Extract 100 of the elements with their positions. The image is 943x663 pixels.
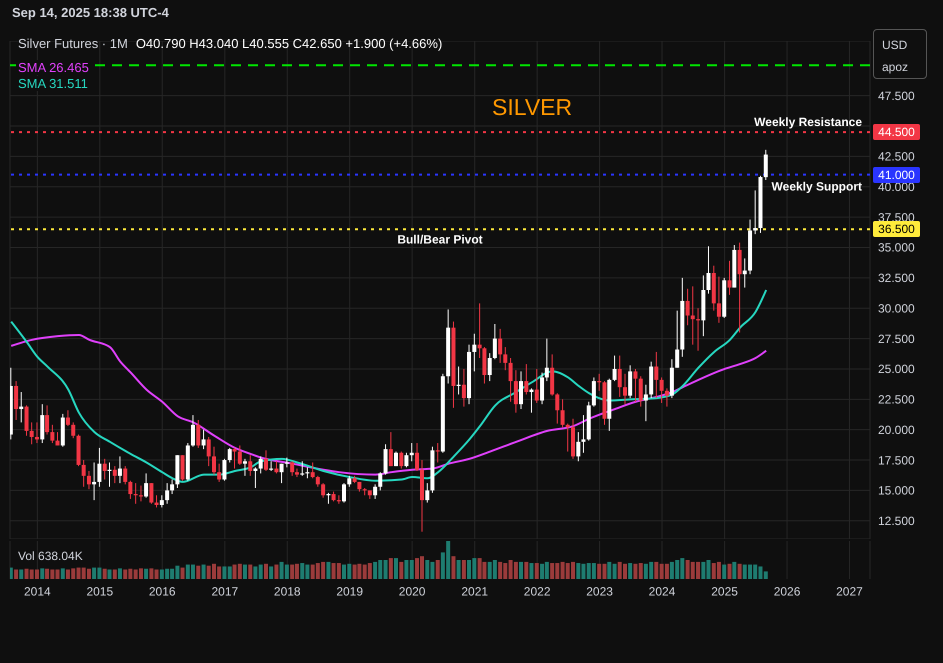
candlestick [716, 276, 721, 324]
annotation: SILVER [492, 94, 572, 121]
bar [202, 564, 206, 579]
candlestick [686, 288, 690, 326]
bar [394, 558, 398, 579]
bar [456, 560, 461, 579]
bar [118, 568, 122, 579]
candlestick [55, 432, 60, 446]
y-tick-label: 17.500 [878, 453, 916, 468]
line-series [10, 289, 768, 483]
candlestick [503, 346, 508, 371]
candlestick [498, 328, 502, 364]
bar [529, 563, 534, 579]
candlestick [696, 308, 700, 352]
bar [534, 563, 539, 579]
candlestick [238, 444, 242, 466]
x-tick-label: 2025 [711, 584, 738, 599]
candlestick [560, 398, 565, 428]
x-tick-label: 2027 [836, 584, 864, 599]
candlestick [149, 482, 154, 504]
text: 44.500 [873, 124, 920, 140]
candlestick [576, 432, 580, 462]
y-tick-label: 20.000 [878, 422, 916, 437]
text: SMA 26.465 [16, 60, 91, 75]
candlestick [274, 460, 278, 474]
bar [732, 562, 736, 579]
candlestick [529, 388, 534, 414]
candlestick [394, 451, 398, 467]
candlestick [165, 482, 170, 504]
candlestick [555, 392, 560, 424]
y-tick-label: 27.500 [878, 332, 916, 346]
candlestick [347, 475, 352, 488]
bar [462, 560, 466, 579]
candlestick [508, 358, 513, 402]
x-tick-label: 2023 [586, 584, 614, 599]
candlestick [378, 472, 382, 491]
candlestick [534, 368, 539, 404]
bar [112, 570, 117, 579]
bar [144, 568, 148, 579]
bar [399, 562, 404, 579]
candlestick [638, 376, 643, 408]
candlestick [45, 404, 50, 436]
candlestick [660, 376, 664, 404]
candlestick [540, 372, 544, 405]
candlestick [388, 432, 393, 467]
bar [524, 562, 528, 579]
candlestick [742, 258, 747, 288]
candlestick [97, 447, 102, 488]
x-tick-label: 2015 [86, 584, 114, 599]
candlestick [332, 491, 336, 502]
candlestick [514, 370, 518, 414]
bar [388, 558, 393, 579]
bar [738, 564, 742, 579]
x-tick-label: 2016 [148, 584, 176, 599]
candlestick [316, 475, 320, 488]
candlestick [253, 466, 258, 488]
text: 36.500 [873, 221, 920, 238]
candlestick [326, 492, 330, 504]
candlestick [264, 450, 268, 472]
annotation: O40.790 H43.040 L40.555 C42.650 +1.900 (+4.66%) [136, 36, 442, 51]
candlestick [19, 392, 24, 423]
bar [269, 566, 274, 579]
chart-title: Silver Futures · 1M [18, 36, 128, 51]
candlestick [118, 456, 122, 484]
x-tick-label: 2018 [274, 584, 301, 599]
candlestick [618, 355, 622, 398]
candlestick [134, 482, 138, 504]
candlestick [462, 368, 466, 408]
bar [40, 568, 44, 579]
candlestick [633, 368, 638, 402]
text: 41.000 [873, 166, 920, 183]
candlestick [212, 446, 216, 476]
ref-line-label: Weekly Resistance [754, 115, 862, 130]
annotation: Vol 638.04K [18, 549, 83, 563]
candlestick [654, 351, 658, 399]
y-tick-label: 40.000 [878, 180, 916, 194]
bar [107, 570, 112, 579]
y-tick-label: 12.500 [878, 514, 916, 528]
candlestick [123, 466, 128, 485]
candlestick [112, 466, 117, 484]
candlestick [290, 460, 294, 476]
candlestick [217, 463, 222, 482]
x-tick-label: 2024 [648, 584, 676, 599]
x-tick-label: 2017 [211, 584, 238, 599]
candlestick [154, 494, 159, 508]
line-series [10, 334, 768, 476]
candlestick [456, 366, 461, 395]
candlestick [310, 462, 315, 479]
candlestick [373, 484, 378, 500]
bar [722, 564, 726, 579]
candlestick [581, 414, 586, 454]
bar [326, 562, 330, 579]
candlestick [342, 482, 346, 504]
candlestick [86, 470, 91, 490]
candlestick [144, 472, 148, 498]
bar [14, 570, 18, 579]
candlestick [248, 454, 252, 476]
y-tick-label: 22.500 [878, 392, 916, 407]
candlestick [160, 494, 164, 508]
chart-subtitle: Sep 14, 2025 18:38 UTC-4 [12, 5, 169, 20]
